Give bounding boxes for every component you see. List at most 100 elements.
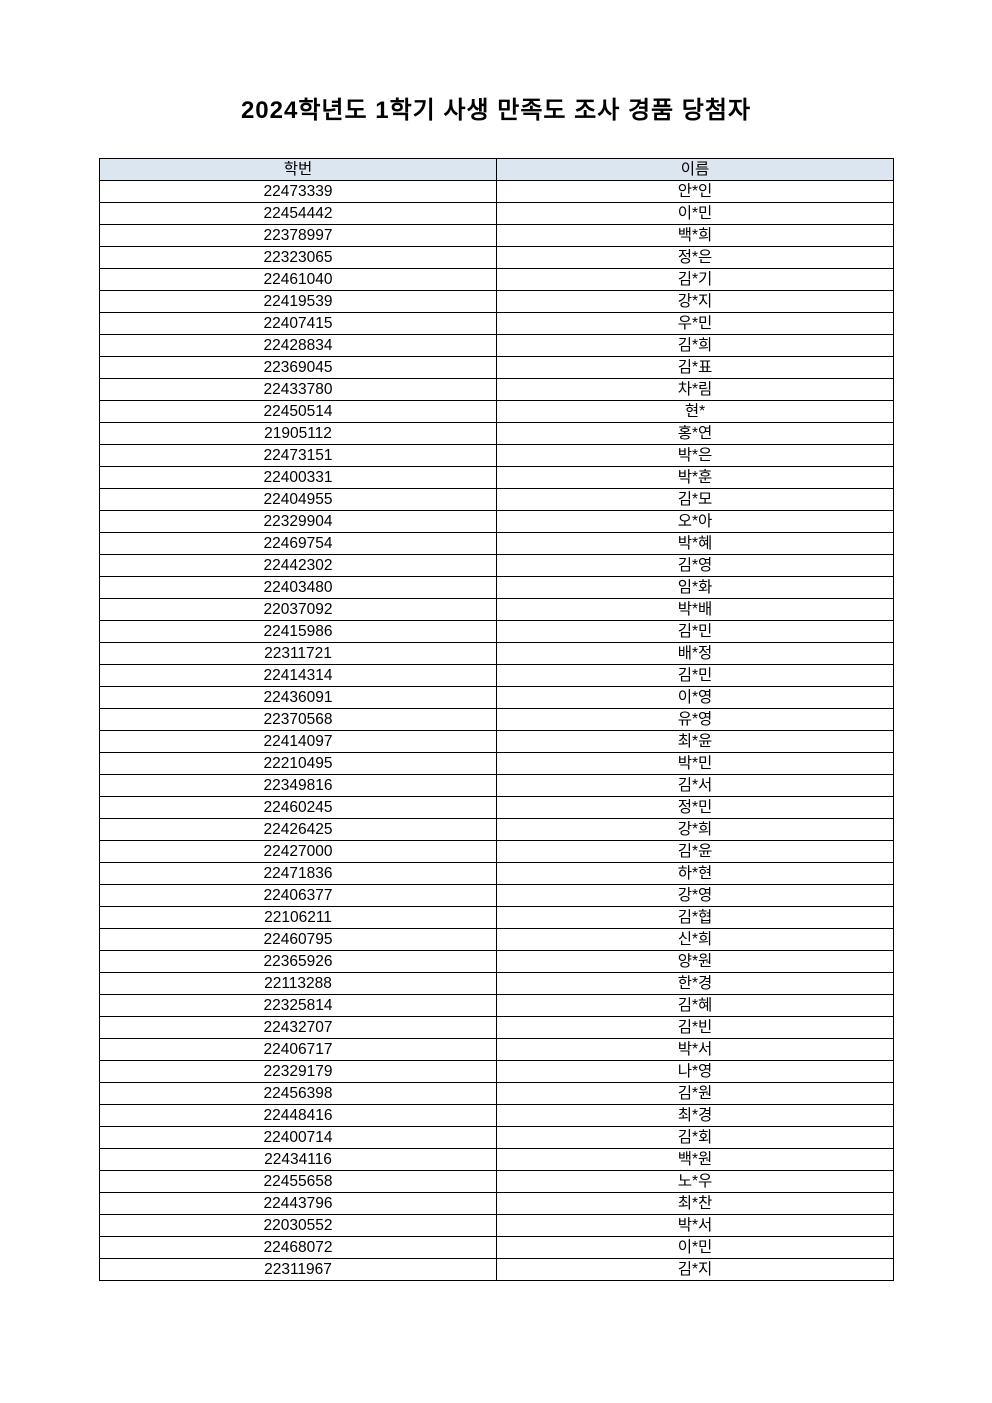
student-id-cell: 22432707 <box>99 1016 497 1039</box>
table-row: 22210495 박*민 <box>99 752 894 775</box>
student-id-cell: 22369045 <box>99 356 497 379</box>
table-row: 22419539 강*지 <box>99 290 894 313</box>
table-row: 21905112 홍*연 <box>99 422 894 445</box>
name-cell: 박*혜 <box>496 532 894 555</box>
student-id-cell: 22414097 <box>99 730 497 753</box>
name-cell: 박*배 <box>496 598 894 621</box>
name-cell: 안*인 <box>496 180 894 203</box>
name-cell: 이*민 <box>496 202 894 225</box>
student-id-cell: 22448416 <box>99 1104 497 1127</box>
name-cell: 강*희 <box>496 818 894 841</box>
student-id-cell: 22469754 <box>99 532 497 555</box>
table-row: 22323065 정*은 <box>99 246 894 269</box>
table-row: 22414314 김*민 <box>99 664 894 687</box>
table-row: 22400714 김*회 <box>99 1126 894 1149</box>
table-row: 22460245 정*민 <box>99 796 894 819</box>
student-id-cell: 21905112 <box>99 422 497 445</box>
name-cell: 한*경 <box>496 972 894 995</box>
header-student-id: 학번 <box>99 158 497 181</box>
name-cell: 홍*연 <box>496 422 894 445</box>
name-cell: 최*경 <box>496 1104 894 1127</box>
student-id-cell: 22311967 <box>99 1258 497 1281</box>
winners-table: 학번 이름 22473339 안*인 22454442 이*민 22378997 백*희 2… <box>99 158 894 1281</box>
table-row: 22030552 박*서 <box>99 1214 894 1237</box>
student-id-cell: 22407415 <box>99 312 497 335</box>
table-row: 22406717 박*서 <box>99 1038 894 1061</box>
name-cell: 김*윤 <box>496 840 894 863</box>
table-row: 22113288 한*경 <box>99 972 894 995</box>
table-body: 22473339 안*인 22454442 이*민 22378997 백*희 2232306… <box>99 180 894 1281</box>
table-row: 22370568 유*영 <box>99 708 894 731</box>
table-row: 22414097 최*윤 <box>99 730 894 753</box>
name-cell: 김*표 <box>496 356 894 379</box>
name-cell: 이*영 <box>496 686 894 709</box>
student-id-cell: 22426425 <box>99 818 497 841</box>
student-id-cell: 22473339 <box>99 180 497 203</box>
table-row: 22455658 노*우 <box>99 1170 894 1193</box>
table-row: 22456398 김*원 <box>99 1082 894 1105</box>
student-id-cell: 22370568 <box>99 708 497 731</box>
table-row: 22427000 김*윤 <box>99 840 894 863</box>
table-row: 22311967 김*지 <box>99 1258 894 1281</box>
name-cell: 우*민 <box>496 312 894 335</box>
name-cell: 김*서 <box>496 774 894 797</box>
student-id-cell: 22427000 <box>99 840 497 863</box>
name-cell: 김*민 <box>496 664 894 687</box>
student-id-cell: 22378997 <box>99 224 497 247</box>
name-cell: 양*원 <box>496 950 894 973</box>
student-id-cell: 22419539 <box>99 290 497 313</box>
name-cell: 김*민 <box>496 620 894 643</box>
table-row: 22365926 양*원 <box>99 950 894 973</box>
name-cell: 임*화 <box>496 576 894 599</box>
name-cell: 김*희 <box>496 334 894 357</box>
name-cell: 강*지 <box>496 290 894 313</box>
name-cell: 차*림 <box>496 378 894 401</box>
student-id-cell: 22433780 <box>99 378 497 401</box>
table-row: 22349816 김*서 <box>99 774 894 797</box>
table-row: 22407415 우*민 <box>99 312 894 335</box>
table-row: 22426425 강*희 <box>99 818 894 841</box>
table-row: 22400331 박*훈 <box>99 466 894 489</box>
student-id-cell: 22468072 <box>99 1236 497 1259</box>
student-id-cell: 22311721 <box>99 642 497 665</box>
name-cell: 박*훈 <box>496 466 894 489</box>
student-id-cell: 22443796 <box>99 1192 497 1215</box>
student-id-cell: 22323065 <box>99 246 497 269</box>
student-id-cell: 22106211 <box>99 906 497 929</box>
name-cell: 배*정 <box>496 642 894 665</box>
name-cell: 김*원 <box>496 1082 894 1105</box>
name-cell: 나*영 <box>496 1060 894 1083</box>
student-id-cell: 22450514 <box>99 400 497 423</box>
student-id-cell: 22415986 <box>99 620 497 643</box>
table-row: 22450514 현* <box>99 400 894 423</box>
table-row: 22448416 최*경 <box>99 1104 894 1127</box>
table-row: 22469754 박*혜 <box>99 532 894 555</box>
student-id-cell: 22406717 <box>99 1038 497 1061</box>
name-cell: 백*희 <box>496 224 894 247</box>
name-cell: 노*우 <box>496 1170 894 1193</box>
student-id-cell: 22461040 <box>99 268 497 291</box>
name-cell: 최*찬 <box>496 1192 894 1215</box>
table-row: 22434116 백*원 <box>99 1148 894 1171</box>
table-row: 22406377 강*영 <box>99 884 894 907</box>
table-row: 22329904 오*아 <box>99 510 894 533</box>
name-cell: 하*현 <box>496 862 894 885</box>
student-id-cell: 22471836 <box>99 862 497 885</box>
student-id-cell: 22365926 <box>99 950 497 973</box>
table-row: 22473339 안*인 <box>99 180 894 203</box>
table-row: 22454442 이*민 <box>99 202 894 225</box>
name-cell: 박*은 <box>496 444 894 467</box>
name-cell: 정*민 <box>496 796 894 819</box>
student-id-cell: 22325814 <box>99 994 497 1017</box>
table-row: 22325814 김*혜 <box>99 994 894 1017</box>
student-id-cell: 22460795 <box>99 928 497 951</box>
table-row: 22428834 김*희 <box>99 334 894 357</box>
header-name: 이름 <box>496 158 894 181</box>
table-row: 22460795 신*희 <box>99 928 894 951</box>
student-id-cell: 22349816 <box>99 774 497 797</box>
student-id-cell: 22329179 <box>99 1060 497 1083</box>
table-row: 22443796 최*찬 <box>99 1192 894 1215</box>
table-row: 22433780 차*림 <box>99 378 894 401</box>
table-row: 22442302 김*영 <box>99 554 894 577</box>
document-title: 2024학년도 1학기 사생 만족도 조사 경품 당첨자 <box>240 97 752 124</box>
